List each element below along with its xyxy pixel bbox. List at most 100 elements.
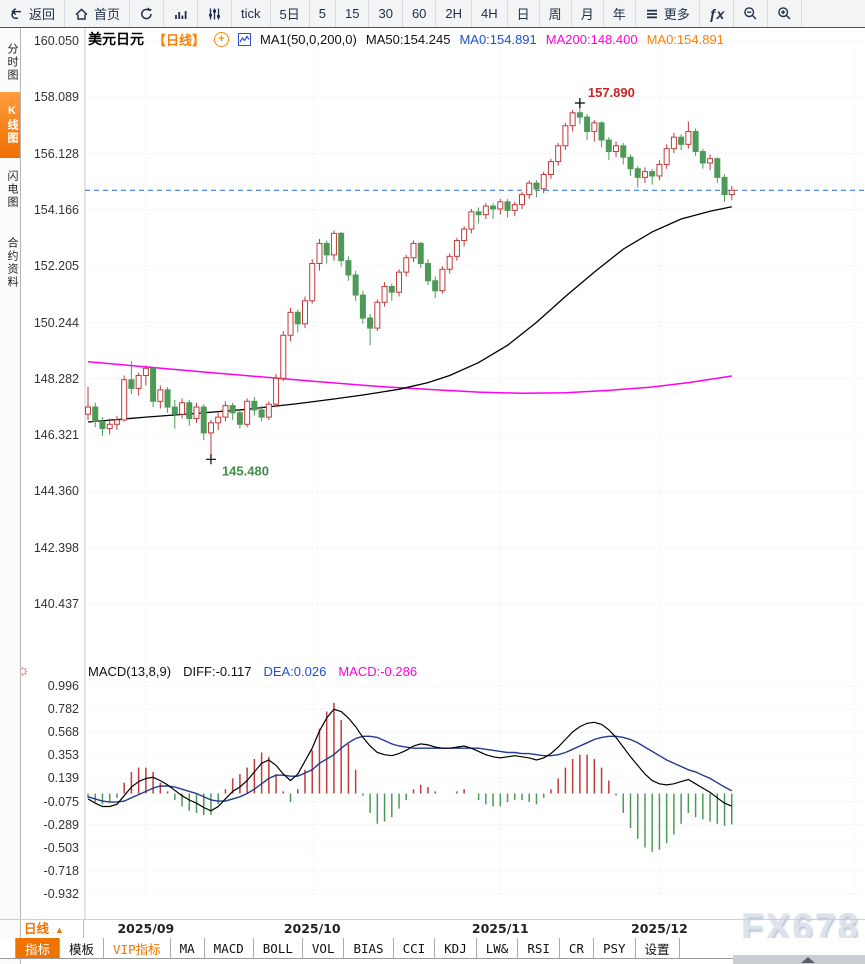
indicator-tab-CR[interactable]: CR <box>560 938 594 958</box>
toolbar-button-m30[interactable]: 30 <box>369 0 403 27</box>
indicator-tab-MA[interactable]: MA <box>171 938 205 958</box>
candle-body <box>207 422 214 434</box>
candle-body <box>482 205 489 216</box>
toolbar-button-fx[interactable]: ƒx <box>700 0 735 27</box>
toolbar-button-m60[interactable]: 60 <box>403 0 437 27</box>
candle-body <box>497 201 504 210</box>
toolbar-button-tick[interactable]: tick <box>232 0 271 27</box>
indicator-tab-KDJ[interactable]: KDJ <box>435 938 477 958</box>
macd-header: MACD(13,8,9) DIFF:-0.117 DEA:0.026 MACD:… <box>88 664 417 679</box>
indicator-tab-LW&[interactable]: LW& <box>477 938 519 958</box>
y-axis-tick-macd: -0.718 <box>43 863 79 878</box>
candle-body <box>142 367 149 376</box>
toolbar-button-h4[interactable]: 4H <box>472 0 508 27</box>
candle-body <box>179 402 186 415</box>
indicator-tab-MACD[interactable]: MACD <box>205 938 254 958</box>
candle-body <box>99 420 106 430</box>
indicator-tab-VIP指标[interactable]: VIP指标 <box>104 938 171 958</box>
candle-body <box>533 182 540 190</box>
toolbar-button-chart-stats[interactable] <box>164 0 199 27</box>
indicator-tab-PSY[interactable]: PSY <box>594 938 636 958</box>
period-title: 【日线】 <box>153 32 206 48</box>
indicator-tab-指标[interactable]: 指标 <box>16 938 61 958</box>
candle-body <box>323 242 330 256</box>
candle-body <box>490 205 497 210</box>
toolbar-button-zoom-in[interactable] <box>768 0 803 27</box>
indicator-tab-bar: 指标 模板 VIP指标 MA MACD BOLL VOL BIAS CCI KDJ LW& RSI CR… <box>0 938 865 959</box>
ma0-orange-value: MA0:154.891 <box>646 31 724 47</box>
chevron-up-icon: ▲ <box>55 925 64 935</box>
candle-body <box>453 240 460 257</box>
candle-body <box>663 148 670 165</box>
candle-body <box>128 379 135 389</box>
candle-body <box>150 367 157 402</box>
candle-body <box>381 285 388 303</box>
candle-body <box>584 116 591 132</box>
toolbar-button-week[interactable]: 周 <box>540 0 572 27</box>
indicator-tab-模板[interactable]: 模板 <box>60 938 105 958</box>
indicator-tab-设置[interactable]: 设置 <box>636 938 680 958</box>
toolbar-button-h2[interactable]: 2H <box>436 0 473 27</box>
candle-body <box>374 301 381 329</box>
toolbar-button-back[interactable]: 返回 <box>0 0 66 27</box>
candle-body <box>475 211 482 216</box>
candle-body <box>685 130 692 145</box>
macd-macd-value: MACD:-0.286 <box>338 664 418 679</box>
indicator-tab-BOLL[interactable]: BOLL <box>254 938 303 958</box>
toolbar-button-more[interactable]: 更多 <box>636 0 700 27</box>
candle-body <box>301 300 308 325</box>
toolbar-button-label: 年 <box>612 7 626 22</box>
toolbar-button-m15[interactable]: 15 <box>336 0 370 27</box>
collapse-arrow-icon[interactable] <box>801 957 815 963</box>
price-chart-canvas[interactable]: 157.890 145.480 <box>0 28 865 919</box>
x-axis-label: 2025/12 <box>631 921 688 936</box>
sidebar-item-contract-info[interactable]: 合约资料 <box>6 237 18 289</box>
candle-body <box>446 255 453 270</box>
toolbar-button-year[interactable]: 年 <box>604 0 636 27</box>
toolbar-button-label: 首页 <box>94 7 121 22</box>
toolbar-button-zoom-out[interactable] <box>734 0 769 27</box>
symbol-title: 美元日元 <box>88 31 144 47</box>
candle-body <box>714 158 721 178</box>
candle-body <box>345 260 352 276</box>
add-favorite-icon[interactable]: + <box>214 31 230 47</box>
y-axis-tick-macd: 0.139 <box>47 771 79 786</box>
diff-line <box>87 708 733 812</box>
candle-body <box>649 171 656 177</box>
y-axis-tick-main: 142.398 <box>33 540 79 555</box>
indicator-tab-BIAS[interactable]: BIAS <box>344 938 394 958</box>
toolbar-button-month[interactable]: 月 <box>572 0 604 27</box>
candle-body <box>461 228 468 242</box>
sidebar-item-flash-chart[interactable]: 闪电图 <box>6 169 18 209</box>
indicator-tab-CCI[interactable]: CCI <box>394 938 436 958</box>
toolbar-button-day[interactable]: 日 <box>508 0 540 27</box>
toolbar-button-5d[interactable]: 5日 <box>271 0 310 27</box>
candle-body <box>236 412 243 425</box>
toolbar-button-m5[interactable]: 5 <box>310 0 336 27</box>
y-axis-tick-main: 152.205 <box>33 259 79 274</box>
toolbar-button-indicator-panel[interactable] <box>198 0 233 27</box>
y-axis-tick-main: 150.244 <box>33 315 79 330</box>
indicator-tab-VOL[interactable]: VOL <box>303 938 345 958</box>
y-axis-tick-main: 158.089 <box>33 90 79 105</box>
sidebar-item-time-chart[interactable]: 分时图 <box>6 42 18 82</box>
candle-body <box>504 201 511 211</box>
toolbar-button-home[interactable]: 首页 <box>65 0 131 27</box>
candle-body <box>591 122 598 132</box>
y-axis-tick-main: 146.321 <box>33 428 79 443</box>
macd-diff-value: DIFF:-0.117 <box>183 664 252 679</box>
bar-chart-icon <box>173 7 188 21</box>
candle-body <box>294 311 301 325</box>
toolbar-button-label: 更多 <box>663 7 690 22</box>
indicator-tab-RSI[interactable]: RSI <box>518 938 560 958</box>
candle-body <box>186 402 193 420</box>
candle-body <box>193 406 200 420</box>
bottom-scrollbar[interactable] <box>733 955 865 964</box>
sidebar-item-kline-chart[interactable]: K线图 <box>0 92 20 158</box>
toolbar-button-label: 2H <box>445 6 463 21</box>
hamburger-icon <box>645 7 659 21</box>
y-axis-tick-macd: -0.289 <box>43 817 79 832</box>
candle-body <box>164 389 171 408</box>
toolbar-button-refresh[interactable] <box>130 0 165 27</box>
period-selector[interactable]: 日线 ▲ <box>0 920 84 938</box>
